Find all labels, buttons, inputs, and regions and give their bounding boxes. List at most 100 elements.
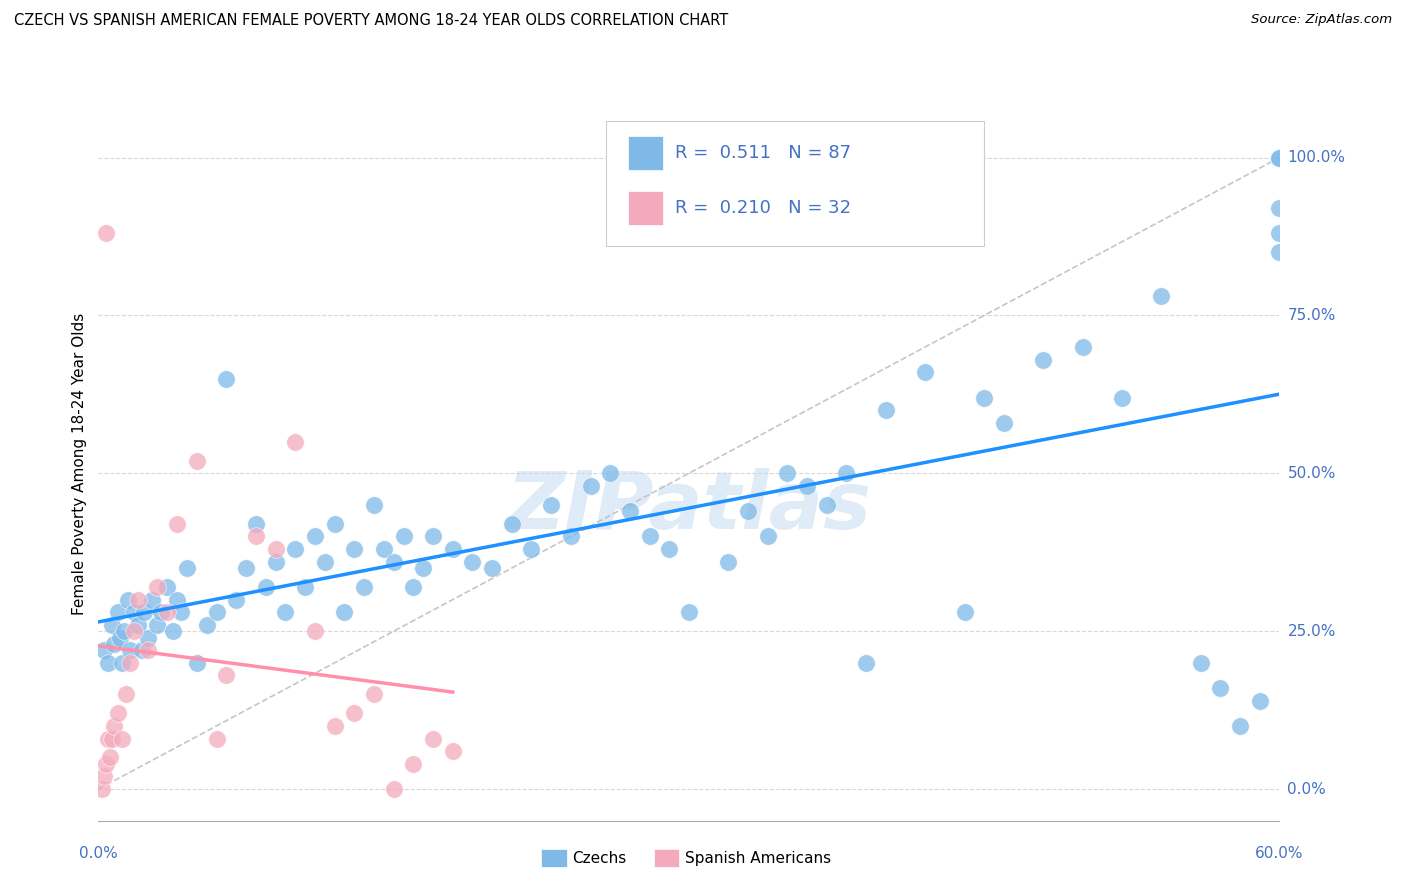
Point <box>1249 693 1271 707</box>
Text: Czechs: Czechs <box>572 851 627 865</box>
Text: 50.0%: 50.0% <box>1288 466 1336 481</box>
Point <box>875 403 897 417</box>
Text: R =  0.210   N = 32: R = 0.210 N = 32 <box>675 199 851 217</box>
Point <box>441 744 464 758</box>
Point <box>343 706 366 721</box>
Point <box>186 656 208 670</box>
Text: ZIPatlas: ZIPatlas <box>506 467 872 546</box>
Point <box>97 731 120 746</box>
Point <box>156 580 179 594</box>
Point <box>392 529 415 543</box>
Point <box>225 592 247 607</box>
Point <box>136 643 159 657</box>
Point <box>737 504 759 518</box>
Text: 0.0%: 0.0% <box>1288 781 1326 797</box>
Point <box>1189 656 1212 670</box>
Point <box>323 719 346 733</box>
Point <box>254 580 277 594</box>
Point <box>103 719 125 733</box>
Point <box>678 605 700 619</box>
Text: 60.0%: 60.0% <box>1256 846 1303 861</box>
Point <box>195 618 218 632</box>
Point <box>353 580 375 594</box>
Point <box>599 467 621 481</box>
Text: Spanish Americans: Spanish Americans <box>685 851 831 865</box>
Point <box>101 618 124 632</box>
Point <box>96 756 118 771</box>
Point <box>501 516 523 531</box>
Point <box>284 434 307 449</box>
FancyBboxPatch shape <box>627 136 664 169</box>
Point <box>215 371 238 385</box>
Point <box>111 731 134 746</box>
Point <box>914 365 936 379</box>
Point <box>115 687 138 701</box>
Point <box>579 479 602 493</box>
Point <box>107 605 129 619</box>
Point <box>294 580 316 594</box>
Point <box>1268 201 1291 215</box>
Point <box>304 529 326 543</box>
Point <box>245 516 267 531</box>
Point <box>402 580 425 594</box>
Point <box>97 656 120 670</box>
Y-axis label: Female Poverty Among 18-24 Year Olds: Female Poverty Among 18-24 Year Olds <box>72 313 87 615</box>
Text: Source: ZipAtlas.com: Source: ZipAtlas.com <box>1251 13 1392 27</box>
Text: 0.0%: 0.0% <box>79 846 118 861</box>
Point <box>461 555 484 569</box>
Point <box>264 555 287 569</box>
Point <box>638 529 661 543</box>
Point <box>363 498 385 512</box>
Point <box>136 631 159 645</box>
Point <box>520 542 543 557</box>
Point <box>112 624 135 639</box>
Point <box>98 750 121 764</box>
Point <box>1032 352 1054 367</box>
Point <box>796 479 818 493</box>
Point <box>560 529 582 543</box>
Point <box>776 467 799 481</box>
Point <box>343 542 366 557</box>
Point <box>170 605 193 619</box>
Point <box>176 561 198 575</box>
Point <box>1268 245 1291 260</box>
Point <box>1229 719 1251 733</box>
Point <box>1268 227 1291 241</box>
Point <box>756 529 779 543</box>
Point <box>166 592 188 607</box>
Point <box>402 756 425 771</box>
Point <box>973 391 995 405</box>
Point <box>101 731 124 746</box>
Point <box>122 624 145 639</box>
Point <box>162 624 184 639</box>
Point <box>619 504 641 518</box>
Point <box>127 592 149 607</box>
Point <box>382 555 405 569</box>
Point <box>815 498 838 512</box>
Point <box>146 580 169 594</box>
Point <box>108 631 131 645</box>
Point <box>215 668 238 682</box>
Point <box>103 637 125 651</box>
Point <box>96 227 118 241</box>
Point <box>117 592 139 607</box>
Point <box>118 656 141 670</box>
FancyBboxPatch shape <box>606 121 984 246</box>
Point <box>540 498 562 512</box>
Point <box>245 529 267 543</box>
Point <box>205 731 228 746</box>
Point <box>422 529 444 543</box>
Point <box>186 453 208 467</box>
Point <box>166 516 188 531</box>
Point <box>323 516 346 531</box>
Point <box>205 605 228 619</box>
Point <box>122 605 145 619</box>
Point <box>264 542 287 557</box>
Point <box>150 605 173 619</box>
Point <box>382 782 405 797</box>
Point <box>132 605 155 619</box>
Point <box>131 643 153 657</box>
Point <box>1071 340 1094 354</box>
Point <box>373 542 395 557</box>
Point <box>235 561 257 575</box>
